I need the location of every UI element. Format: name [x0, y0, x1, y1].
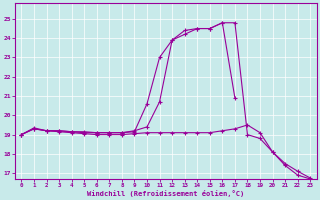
X-axis label: Windchill (Refroidissement éolien,°C): Windchill (Refroidissement éolien,°C)	[87, 190, 244, 197]
